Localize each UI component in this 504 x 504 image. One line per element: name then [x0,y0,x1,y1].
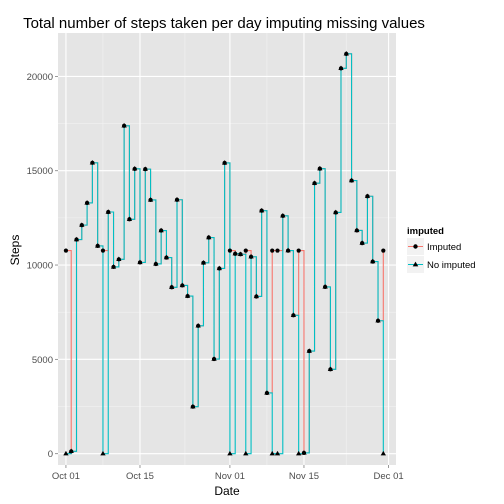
point-no-imputed [169,284,175,289]
point-no-imputed [375,317,381,323]
point-no-imputed [126,216,133,221]
point-no-imputed [269,450,275,456]
point-layer [63,51,386,456]
x-tick-label: Oct 01 [52,471,80,482]
point-no-imputed [184,293,191,298]
point-no-imputed [79,222,85,227]
point-no-imputed [89,159,96,165]
point-no-imputed [285,247,291,253]
point-no-imputed [132,166,138,171]
point-no-imputed [348,177,355,183]
point-no-imputed [364,193,371,198]
point-no-imputed [163,254,170,260]
y-tick-label: 0 [48,449,53,460]
point-no-imputed [211,356,217,361]
point-imputed [270,248,275,253]
point-no-imputed [121,122,127,128]
point-no-imputed [95,243,101,248]
point-no-imputed [354,227,360,233]
point-no-imputed [243,450,249,456]
point-no-imputed [221,160,228,165]
point-no-imputed [190,403,196,409]
y-axis-title: Steps [8,235,22,266]
point-no-imputed [359,240,365,245]
point-imputed [296,248,301,253]
point-no-imputed [174,196,180,202]
y-tick-label: 20000 [27,72,53,83]
point-no-imputed [116,256,122,261]
y-tick-label: 15000 [27,166,53,177]
point-imputed [227,248,233,253]
point-no-imputed [317,165,323,171]
point-imputed [381,248,386,253]
point-no-imputed [333,209,339,215]
x-tick-label: Nov 01 [215,471,245,482]
legend-point-imputed [413,244,418,249]
point-no-imputed [105,209,111,214]
point-no-imputed [137,259,143,265]
chart-title: Total number of steps taken per day impu… [23,15,425,32]
point-no-imputed [311,180,318,185]
x-axis-title: Date [214,484,240,498]
point-no-imputed [73,236,80,242]
point-no-imputed [84,200,90,205]
point-no-imputed [380,450,386,456]
legend: imputed Imputed No imputed [407,226,476,273]
point-no-imputed [306,348,312,353]
point-imputed [243,248,248,253]
point-no-imputed [296,450,302,456]
point-no-imputed [100,450,106,456]
point-no-imputed [195,323,201,328]
point-no-imputed [274,450,281,456]
legend-point-no-imputed [412,261,419,267]
point-no-imputed [227,450,233,456]
point-no-imputed [370,258,376,264]
point-no-imputed [290,312,297,317]
point-no-imputed [206,234,212,240]
point-no-imputed [158,227,164,233]
point-no-imputed [343,51,349,56]
point-imputed [100,248,106,253]
point-no-imputed [216,265,222,271]
point-no-imputed [153,261,159,266]
point-no-imputed [280,213,286,218]
point-no-imputed [327,366,334,371]
point-no-imputed [142,166,148,171]
plot-panel [58,33,396,465]
point-no-imputed [110,264,117,269]
point-no-imputed [322,284,328,289]
point-no-imputed [63,450,69,456]
point-no-imputed [253,293,260,299]
y-tick-label: 5000 [32,355,53,366]
legend-label-imputed: Imputed [427,242,461,253]
y-tick-label: 10000 [27,261,53,272]
x-axis: Oct 01 Oct 15 Nov 01 Nov 15 Dec 01 [52,465,404,482]
legend-label-no-imputed: No imputed [427,260,476,271]
x-tick-label: Oct 15 [126,471,154,482]
x-tick-label: Dec 01 [374,471,404,482]
point-no-imputed [264,390,270,395]
y-axis: 0 5000 10000 15000 20000 [27,72,58,460]
legend-title: imputed [407,226,444,237]
point-no-imputed [200,259,207,265]
point-no-imputed [248,253,254,259]
x-tick-label: Nov 15 [289,471,319,482]
point-no-imputed [301,450,307,455]
point-imputed [275,248,280,253]
point-no-imputed [237,251,244,256]
point-no-imputed [338,65,344,71]
point-no-imputed [68,448,74,453]
point-imputed [63,248,69,253]
point-no-imputed [147,197,154,202]
point-no-imputed [179,282,185,288]
point-no-imputed [232,250,238,256]
point-no-imputed [258,207,265,213]
